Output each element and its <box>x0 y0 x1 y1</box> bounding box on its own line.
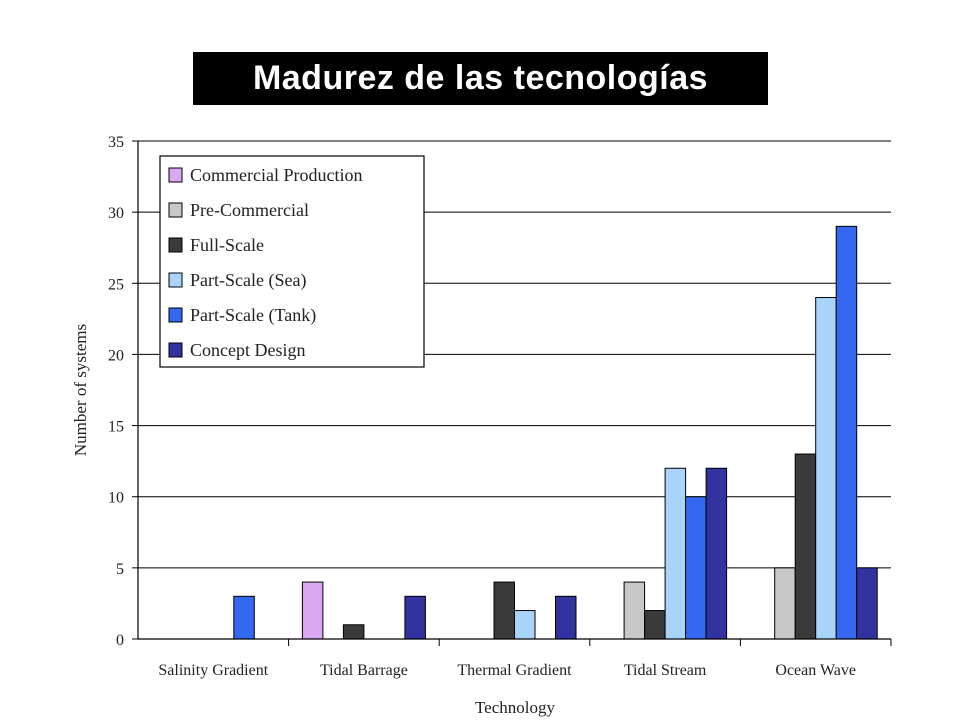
bar <box>856 567 878 640</box>
bar <box>301 581 324 640</box>
y-tick-label: 0 <box>116 632 124 649</box>
x-tick-labels: Salinity Gradient Tidal Barrage Thermal Gr… <box>158 662 856 679</box>
legend-swatch <box>168 237 183 253</box>
bar <box>644 610 666 640</box>
y-tick-label: 20 <box>108 347 124 364</box>
bars <box>233 225 878 640</box>
legend-label: Full-Scale <box>190 235 264 255</box>
bar <box>835 225 858 640</box>
bar <box>794 453 817 640</box>
bar <box>514 610 536 640</box>
axes <box>132 140 892 646</box>
x-tick-label: Salinity Gradient <box>158 662 268 679</box>
y-axis-label: Number of systems <box>71 324 90 456</box>
bar <box>493 581 515 640</box>
y-tick-label: 15 <box>108 419 124 436</box>
legend-swatch <box>168 167 183 183</box>
x-tick-label: Ocean Wave <box>775 662 856 679</box>
bar <box>342 624 365 640</box>
y-tick-label: 10 <box>108 490 124 507</box>
legend-label: Part-Scale (Tank) <box>190 305 316 326</box>
y-tick-labels: 0 5 10 15 20 25 30 35 <box>108 134 124 649</box>
bar <box>623 581 646 640</box>
legend-box <box>159 155 425 368</box>
bar <box>705 467 728 640</box>
legend-swatch <box>168 307 183 323</box>
x-tick-label: Tidal Stream <box>624 662 707 679</box>
y-tick-label: 35 <box>108 134 124 151</box>
legend-label: Commercial Production <box>190 165 362 185</box>
bar <box>555 595 577 640</box>
legend: Commercial Production Pre-Commercial Full-… <box>159 155 425 368</box>
legend-swatch <box>168 272 183 288</box>
x-tick-label: Thermal Gradient <box>457 662 572 679</box>
slide-title: Madurez de las tecnologías <box>193 52 768 105</box>
bar <box>774 567 796 640</box>
bar <box>664 467 687 640</box>
legend-label: Part-Scale (Sea) <box>190 270 306 291</box>
x-tick-label: Tidal Barrage <box>320 662 408 679</box>
y-tick-label: 30 <box>108 205 124 222</box>
bar <box>685 496 707 640</box>
y-tick-label: 5 <box>116 561 124 578</box>
y-tick-label: 25 <box>108 276 124 293</box>
legend-label: Pre-Commercial <box>190 200 309 220</box>
bar <box>815 297 837 640</box>
legend-label: Concept Design <box>190 340 305 360</box>
x-axis-label: Technology <box>475 698 556 717</box>
legend-swatch <box>168 342 183 358</box>
bar <box>404 595 426 640</box>
legend-swatch <box>168 202 183 218</box>
bar <box>233 595 255 640</box>
